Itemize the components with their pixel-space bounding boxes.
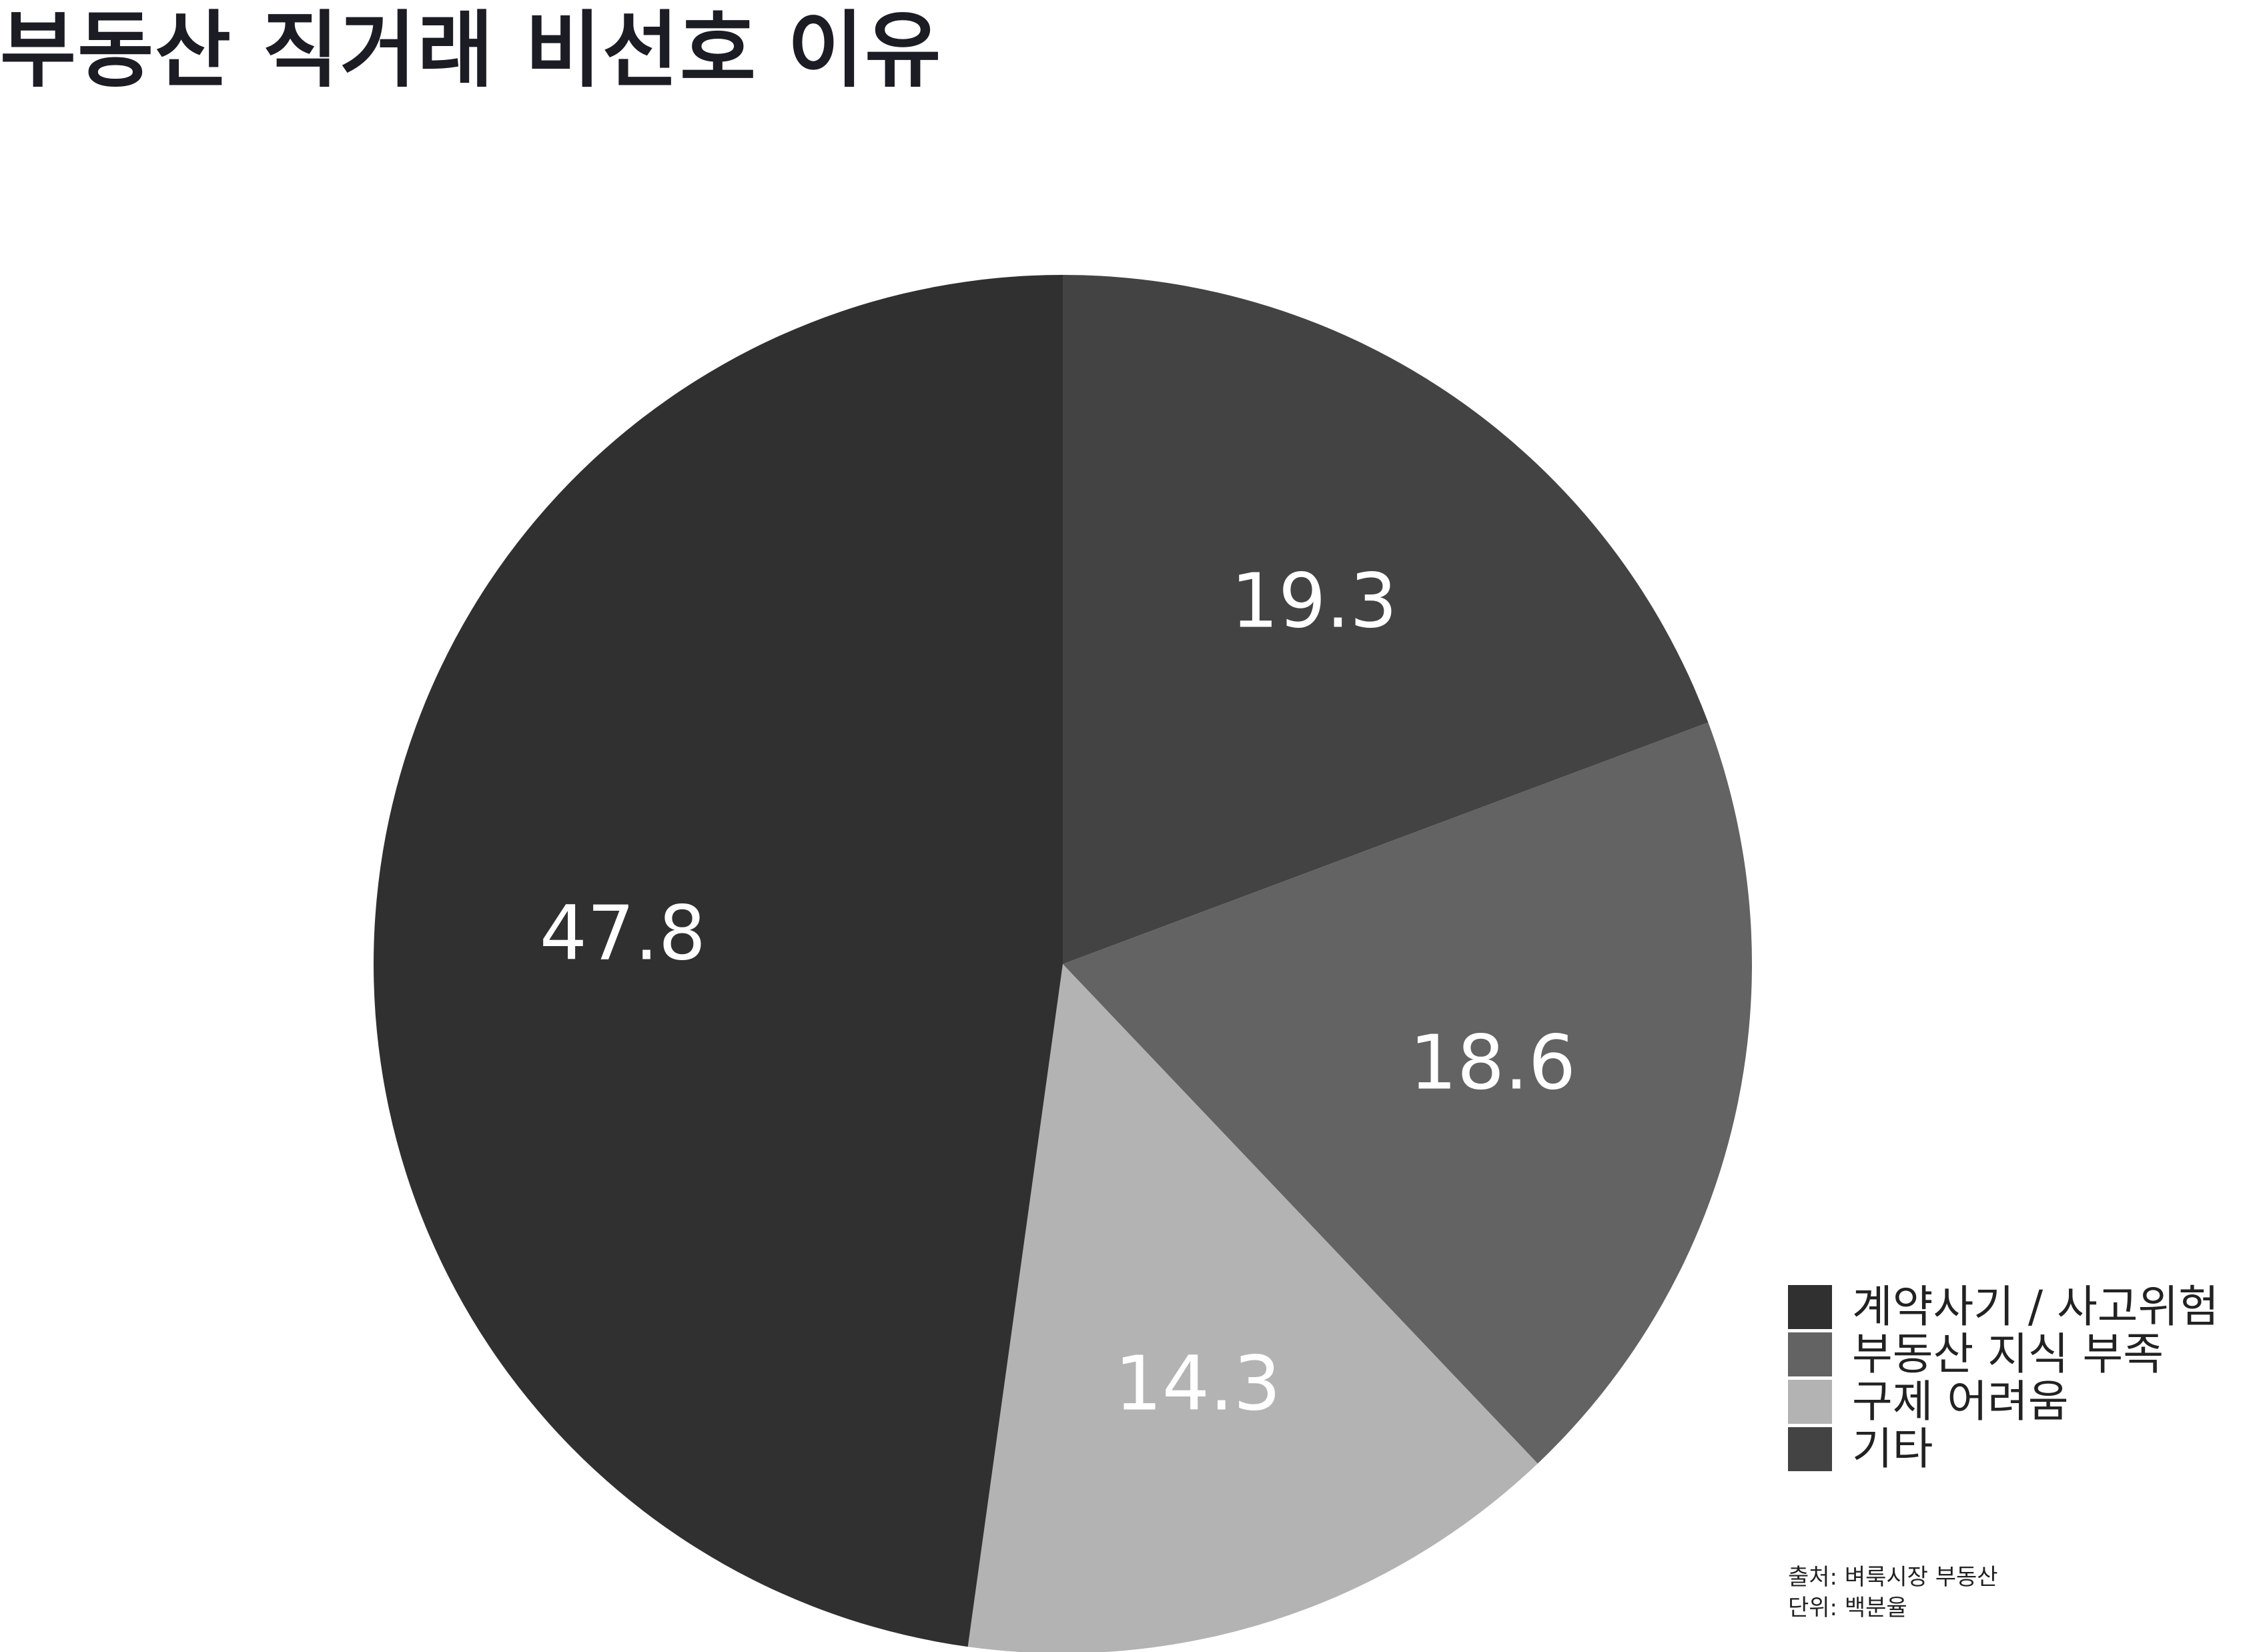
legend-label: 부동산 지식 부족: [1852, 1328, 2164, 1380]
legend-swatch: [1788, 1285, 1832, 1329]
legend-item: 부동산 지식 부족: [1788, 1332, 2219, 1377]
legend-item: 구제 어려움: [1788, 1379, 2219, 1424]
pie-data-label: 19.3: [1231, 558, 1397, 645]
legend-item: 기타: [1788, 1426, 2219, 1472]
legend-label: 계약사기 / 사고위험: [1852, 1281, 2219, 1332]
pie-slice: [373, 275, 1063, 1647]
unit-note: 단위: 백분율: [1788, 1594, 1907, 1621]
pie-slice: [1063, 722, 1752, 1464]
pie-data-label: 47.8: [540, 890, 706, 977]
chart-title: 부동산 직거래 비선호 이유: [0, 3, 943, 99]
legend-swatch: [1788, 1332, 1832, 1376]
legend-swatch: [1788, 1427, 1832, 1471]
pie-data-labels: 19.3 18.6 14.3 47.8: [540, 558, 1576, 1428]
pie-data-label: 18.6: [1410, 1019, 1576, 1106]
footnote: 출처: 벼룩시장 부동산 단위: 백분율: [1788, 1563, 1998, 1624]
pie-slice: [967, 964, 1538, 1652]
pie-slice: [1063, 275, 1709, 964]
pie-data-label: 14.3: [1115, 1340, 1281, 1427]
source-note: 출처: 벼룩시장 부동산: [1788, 1564, 1998, 1591]
legend-label: 구제 어려움: [1852, 1376, 2069, 1427]
legend-item: 계약사기 / 사고위험: [1788, 1284, 2219, 1330]
legend-swatch: [1788, 1380, 1832, 1424]
legend: 계약사기 / 사고위험 부동산 지식 부족 구제 어려움 기타: [1788, 1284, 2219, 1474]
legend-label: 기타: [1852, 1423, 1933, 1475]
pie-slices: [373, 275, 1752, 1652]
